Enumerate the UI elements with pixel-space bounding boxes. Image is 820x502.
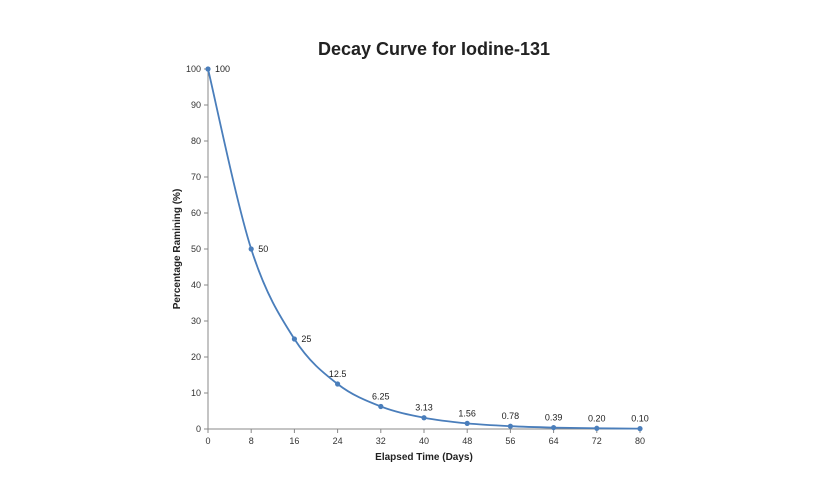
data-labels: 100 50 25 12.5 6.25 3.13 1.56 0.78 0.39 0.20 0.10 (215, 64, 649, 424)
y-tick-label: 70 (191, 172, 201, 182)
y-tick-label: 0 (196, 424, 201, 434)
data-label: 100 (215, 64, 230, 74)
y-tick-label: 60 (191, 208, 201, 218)
y-axis-ticks: 0 10 20 30 40 50 60 70 80 90 100 (186, 64, 208, 434)
data-label: 0.39 (545, 413, 563, 423)
data-point (205, 66, 211, 72)
x-tick-label: 16 (289, 436, 299, 446)
x-axis-ticks: 0 8 16 24 32 40 48 56 64 72 80 (205, 429, 645, 446)
data-label: 3.13 (415, 403, 433, 413)
data-label: 6.25 (372, 392, 390, 402)
decay-curve (207, 68, 641, 430)
data-label: 0.10 (631, 414, 649, 424)
x-tick-label: 64 (549, 436, 559, 446)
x-tick-label: 0 (205, 436, 210, 446)
x-tick-label: 24 (333, 436, 343, 446)
x-tick-label: 32 (376, 436, 386, 446)
data-point (421, 415, 427, 421)
data-point (248, 246, 254, 252)
y-axis-title: Percentage Ramining (%) (172, 189, 183, 310)
data-label: 12.5 (329, 369, 347, 379)
data-label: 0.78 (502, 411, 520, 421)
data-point (378, 403, 384, 410)
data-label: 0.20 (588, 413, 606, 423)
x-tick-label: 8 (249, 436, 254, 446)
y-tick-label: 40 (191, 280, 201, 290)
y-tick-label: 100 (186, 64, 201, 74)
x-tick-label: 80 (635, 436, 645, 446)
data-label: 50 (258, 244, 268, 254)
data-point (594, 425, 600, 431)
data-points (205, 66, 643, 432)
y-tick-label: 80 (191, 136, 201, 146)
data-point (335, 381, 341, 387)
y-tick-label: 10 (191, 388, 201, 398)
y-tick-label: 50 (191, 244, 201, 254)
y-tick-label: 30 (191, 316, 201, 326)
data-point (507, 423, 513, 429)
x-tick-label: 48 (462, 436, 472, 446)
chart-title: Decay Curve for Iodine-131 (318, 39, 550, 59)
data-point (551, 424, 557, 431)
data-point (637, 426, 643, 432)
data-label: 1.56 (458, 408, 476, 418)
x-axis-title: Elapsed Time (Days) (375, 452, 473, 463)
y-tick-label: 90 (191, 100, 201, 110)
x-tick-label: 40 (419, 436, 429, 446)
x-tick-label: 72 (592, 436, 602, 446)
data-label: 25 (301, 334, 311, 344)
x-tick-label: 56 (505, 436, 515, 446)
data-point (464, 420, 470, 426)
y-tick-label: 20 (191, 352, 201, 362)
data-point (291, 336, 297, 342)
